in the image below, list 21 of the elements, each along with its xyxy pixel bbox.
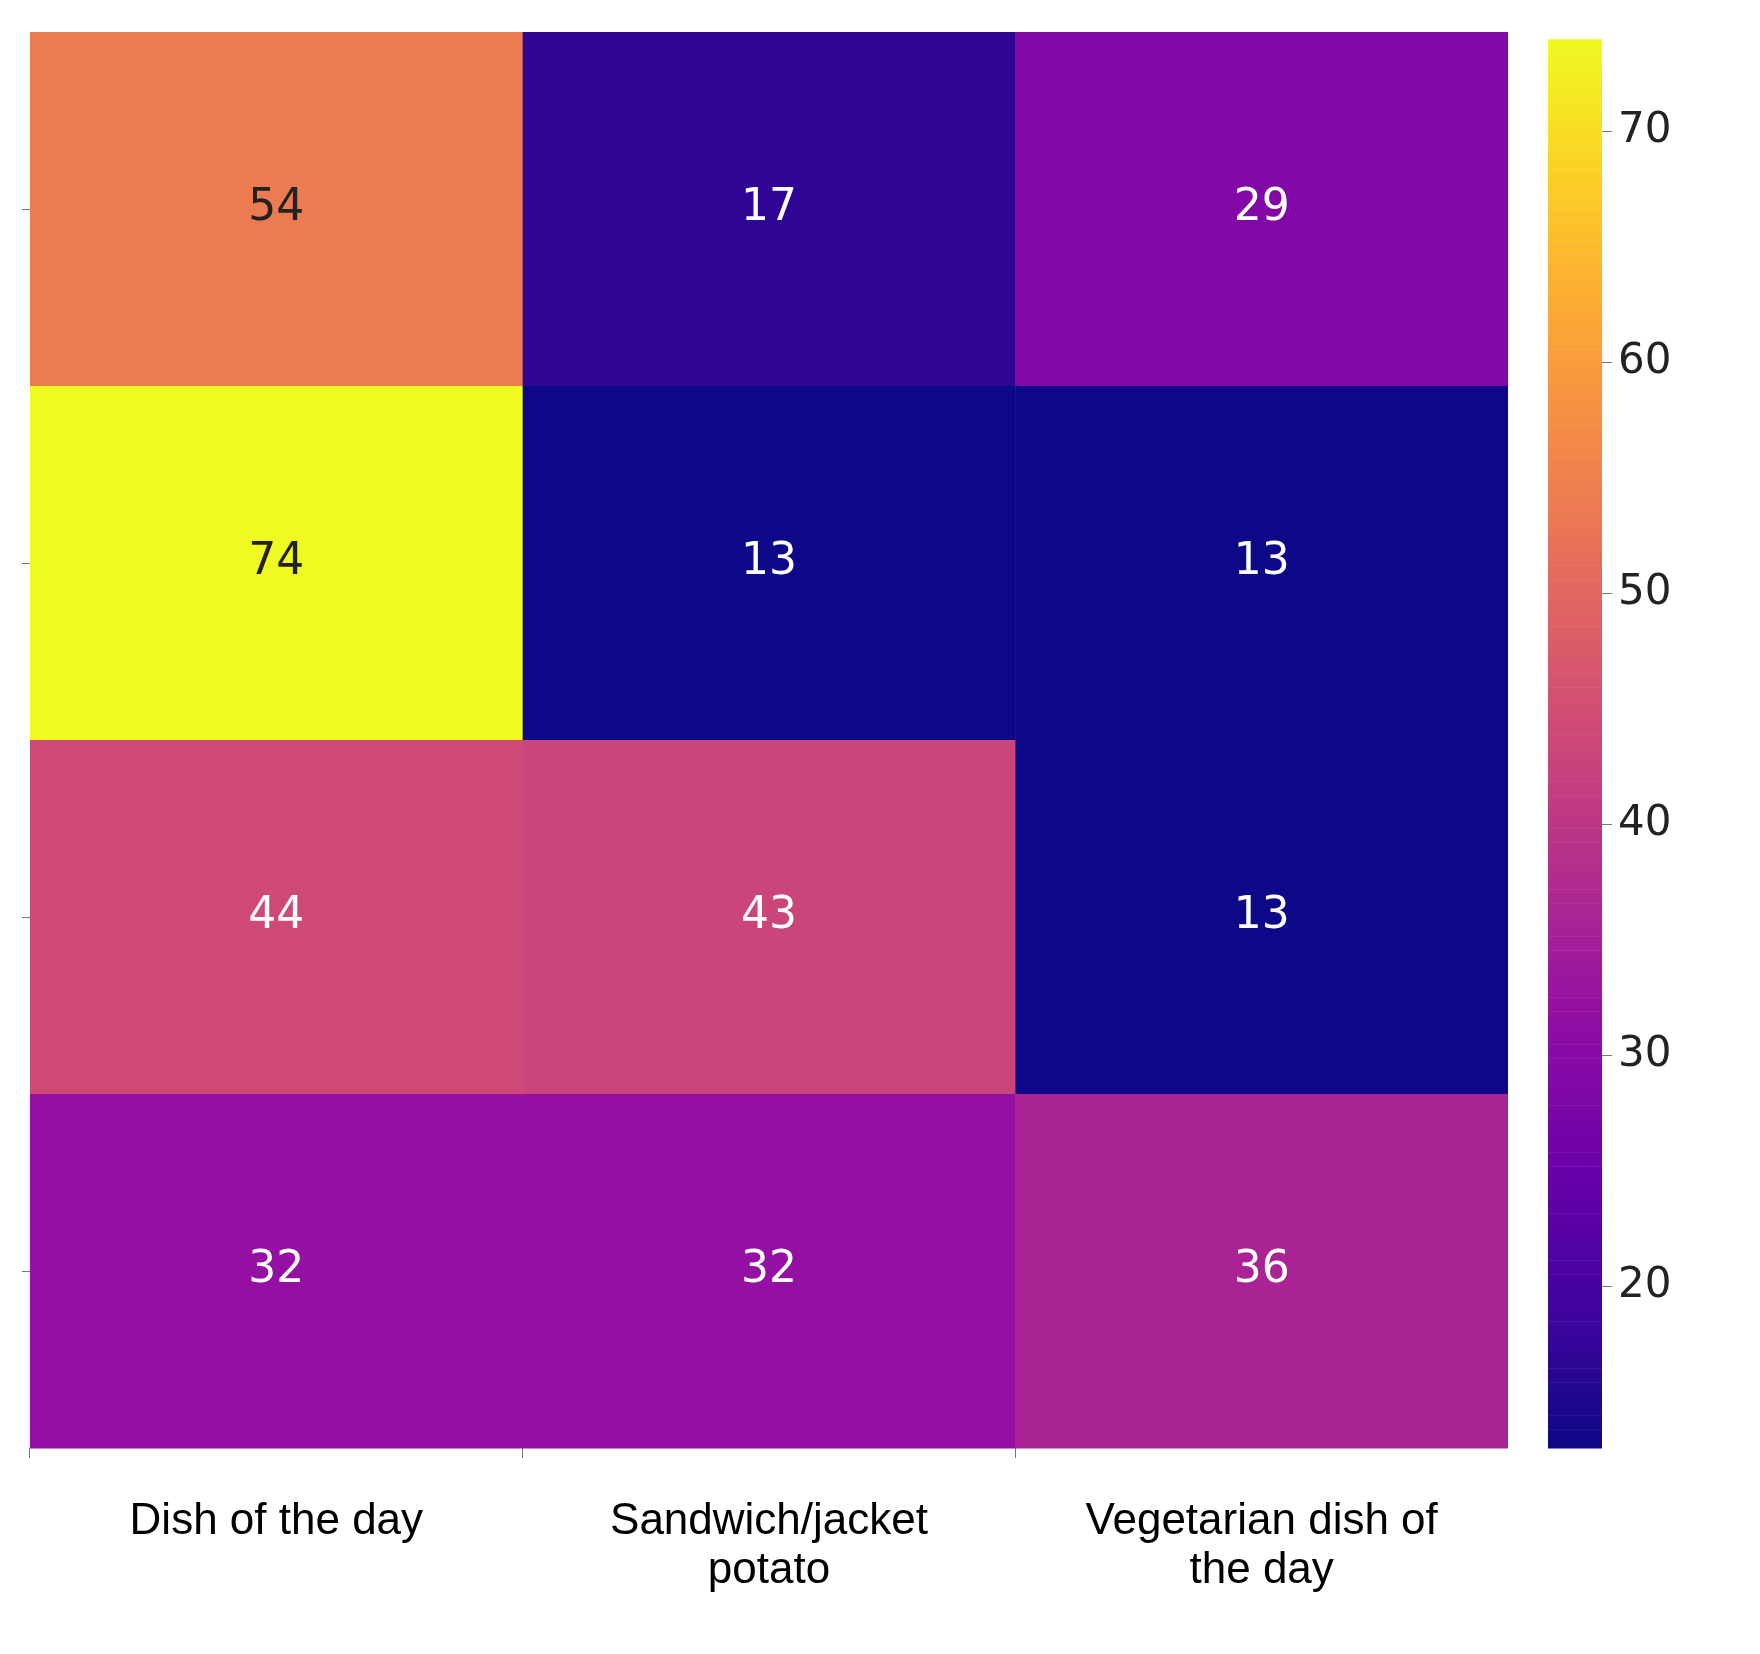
data-label: 32 [248,1241,305,1293]
color-bar-label: 50 [1618,565,1672,615]
data-label: 17 [741,179,797,231]
x-tick-label: Sandwich/jacket potato [610,1494,928,1592]
data-label: 54 [248,179,305,231]
x-tick-label: Dish of the day [129,1494,424,1544]
data-label: 36 [1233,1241,1290,1293]
color-bar-label: 20 [1618,1258,1672,1308]
data-label: 13 [741,533,797,585]
x-tick-label: Vegetarian dish of the day [1085,1494,1439,1592]
data-label: 43 [741,887,797,939]
color-bar-label: 60 [1618,334,1672,384]
color-bar-label: 30 [1618,1027,1672,1077]
data-label: 74 [248,533,305,585]
data-label: 32 [741,1241,797,1293]
data-label: 13 [1233,887,1290,939]
color-bar-label: 40 [1618,796,1672,846]
data-label: 44 [248,887,305,939]
color-bar-label: 70 [1618,103,1672,153]
data-label: 29 [1233,179,1290,231]
data-label: 13 [1233,533,1290,585]
